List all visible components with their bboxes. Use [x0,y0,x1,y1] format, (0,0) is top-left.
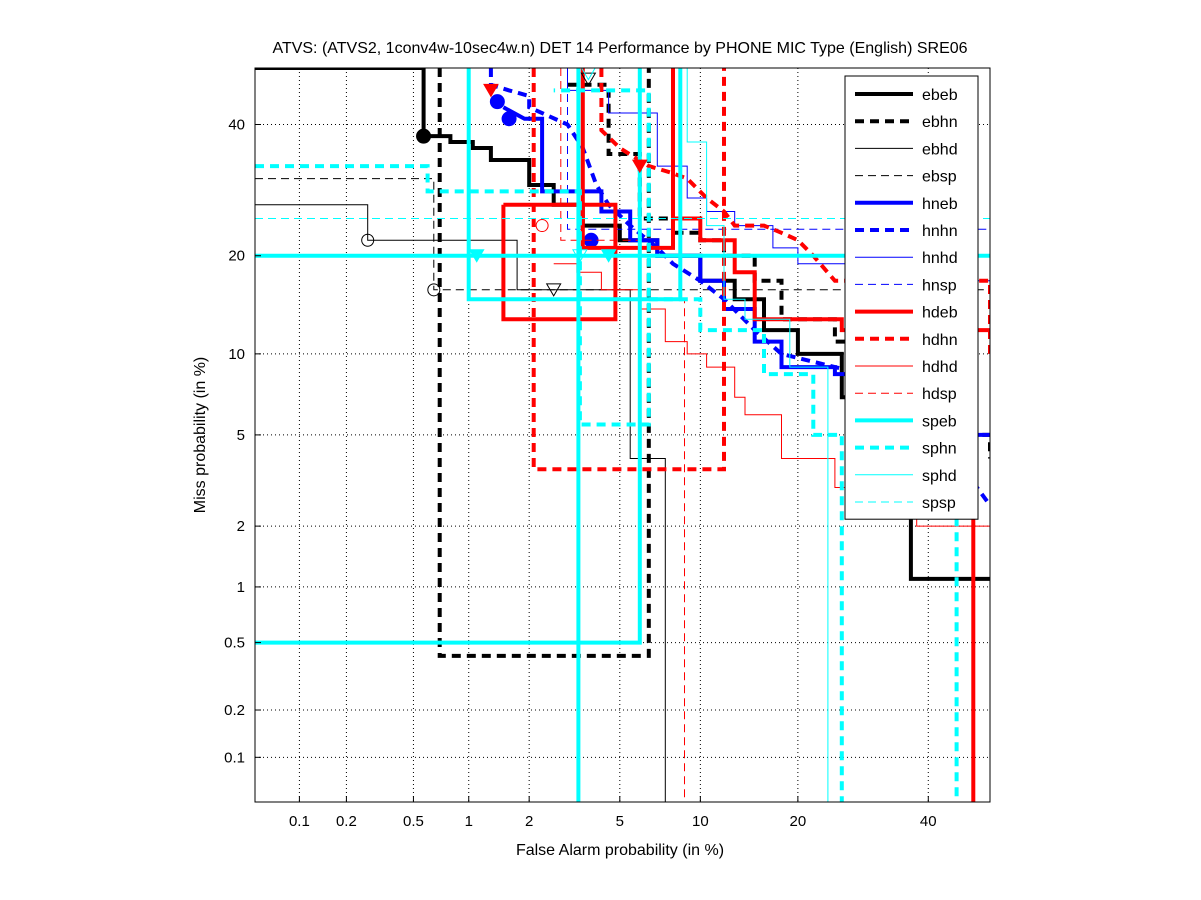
series-line-hdhn [599,68,990,354]
y-tick-label: 0.5 [224,635,245,652]
spsp-marker [581,68,596,81]
speb-marker [600,249,617,263]
legend-label: sphn [922,441,957,458]
legend-item-spsp: spsp [855,495,956,512]
legend-label: hdsp [922,386,957,403]
y-tick-label: 5 [237,427,245,444]
x-tick-label: 40 [920,813,937,830]
y-tick-label: 20 [228,248,245,265]
y-tick-label: 10 [228,346,245,363]
ebeb-marker [416,128,432,144]
hdeb-marker [631,159,648,174]
legend-label: hdhn [922,332,958,349]
legend-item-hnhn: hnhn [855,223,958,240]
series-line-sphn [648,297,844,802]
x-tick-label: 10 [692,813,709,830]
y-axis: 0.1 0.2 0.5 1 2 5 10 20 40 [224,117,261,766]
series-line-hnhn [488,68,990,507]
legend-item-speb: speb [855,413,957,430]
spsp-marker [572,249,588,263]
ebsp-marker [545,283,562,297]
legend-item-hnsp: hnsp [855,277,957,294]
x-tick-label: 1 [465,813,473,830]
series-line-sphd [686,68,829,802]
y-tick-label: 0.2 [224,702,245,719]
series-hdhd [553,263,990,527]
series-line-ebhn [437,68,651,658]
series-ebsp [255,178,990,297]
hneb-marker [501,111,517,127]
x-tick-label: 5 [616,813,624,830]
legend-label: hnsp [922,277,957,294]
legend-label: ebhd [922,141,958,158]
series-line-speb [255,68,642,645]
legend-item-hnhd: hnhd [855,250,958,267]
hneb-marker [489,94,505,110]
x-tick-label: 0.1 [289,813,310,830]
legend-item-ebeb: ebeb [855,87,958,104]
series-line-ebhd [255,204,666,802]
y-tick-label: 40 [228,117,245,134]
ebsp-marker [427,283,441,297]
legend-item-hdhd: hdhd [855,359,958,376]
legend-item-hneb: hneb [855,196,958,213]
series-line-hdeb [580,68,675,250]
series-line-ebsp [255,178,990,291]
legend-label: spsp [922,495,956,512]
legend-item-hdhn: hdhn [855,332,958,349]
legend-item-ebsp: ebsp [855,169,957,186]
ebhd-marker [361,233,375,247]
legend-box [844,75,979,520]
legend-label: sphd [922,468,957,485]
x-tick-label: 0.2 [336,813,357,830]
hdsp-marker [535,219,549,233]
x-axis: 0.1 0.2 0.5 1 2 5 10 20 40 [289,796,937,830]
series-line-hdhd [553,263,990,527]
legend: ebeb ebhn ebhd ebsp hneb hnhn hnhd hnsp hdeb hdhn… [844,75,979,520]
y-tick-label: 1 [237,579,245,596]
legend-label: hnhn [922,223,958,240]
y-tick-label: 0.1 [224,749,245,766]
series-layer [255,68,990,802]
legend-label: hnhd [922,250,958,267]
series-line-sphn [255,88,651,427]
legend-label: speb [922,413,957,430]
series-hdhn [483,68,990,472]
x-tick-label: 2 [525,813,533,830]
series-line-speb [466,68,683,302]
legend-item-ebhn: ebhn [855,114,958,131]
series-hdsp [535,68,685,802]
x-tick-label: 20 [790,813,807,830]
legend-label: hneb [922,196,958,213]
series-ebhd [255,204,666,802]
speb-marker [468,249,485,263]
legend-label: hdhd [922,359,958,376]
legend-item-sphn: sphn [855,441,957,458]
legend-label: hdeb [922,305,958,322]
legend-item-hdeb: hdeb [855,305,958,322]
legend-label: ebsp [922,169,957,186]
series-sphd [686,68,829,802]
chart-title: ATVS: (ATVS2, 1conv4w-10sec4w.n) DET 14 … [272,40,967,57]
y-tick-label: 2 [237,518,245,535]
series-line-hdhn [531,68,726,472]
legend-label: ebeb [922,87,958,104]
y-axis-label: Miss probability (in %) [192,357,209,513]
legend-item-ebhd: ebhd [855,141,958,158]
legend-item-hdsp: hdsp [855,386,957,403]
ebhd-marker [580,72,597,87]
x-axis-label: False Alarm probability (in %) [516,842,724,859]
x-tick-label: 0.5 [403,813,424,830]
legend-label: ebhn [922,114,958,131]
series-line-hdeb [501,202,618,322]
series-sphn [255,88,959,802]
legend-item-sphd: sphd [855,468,957,485]
hdhn-marker [483,83,499,98]
